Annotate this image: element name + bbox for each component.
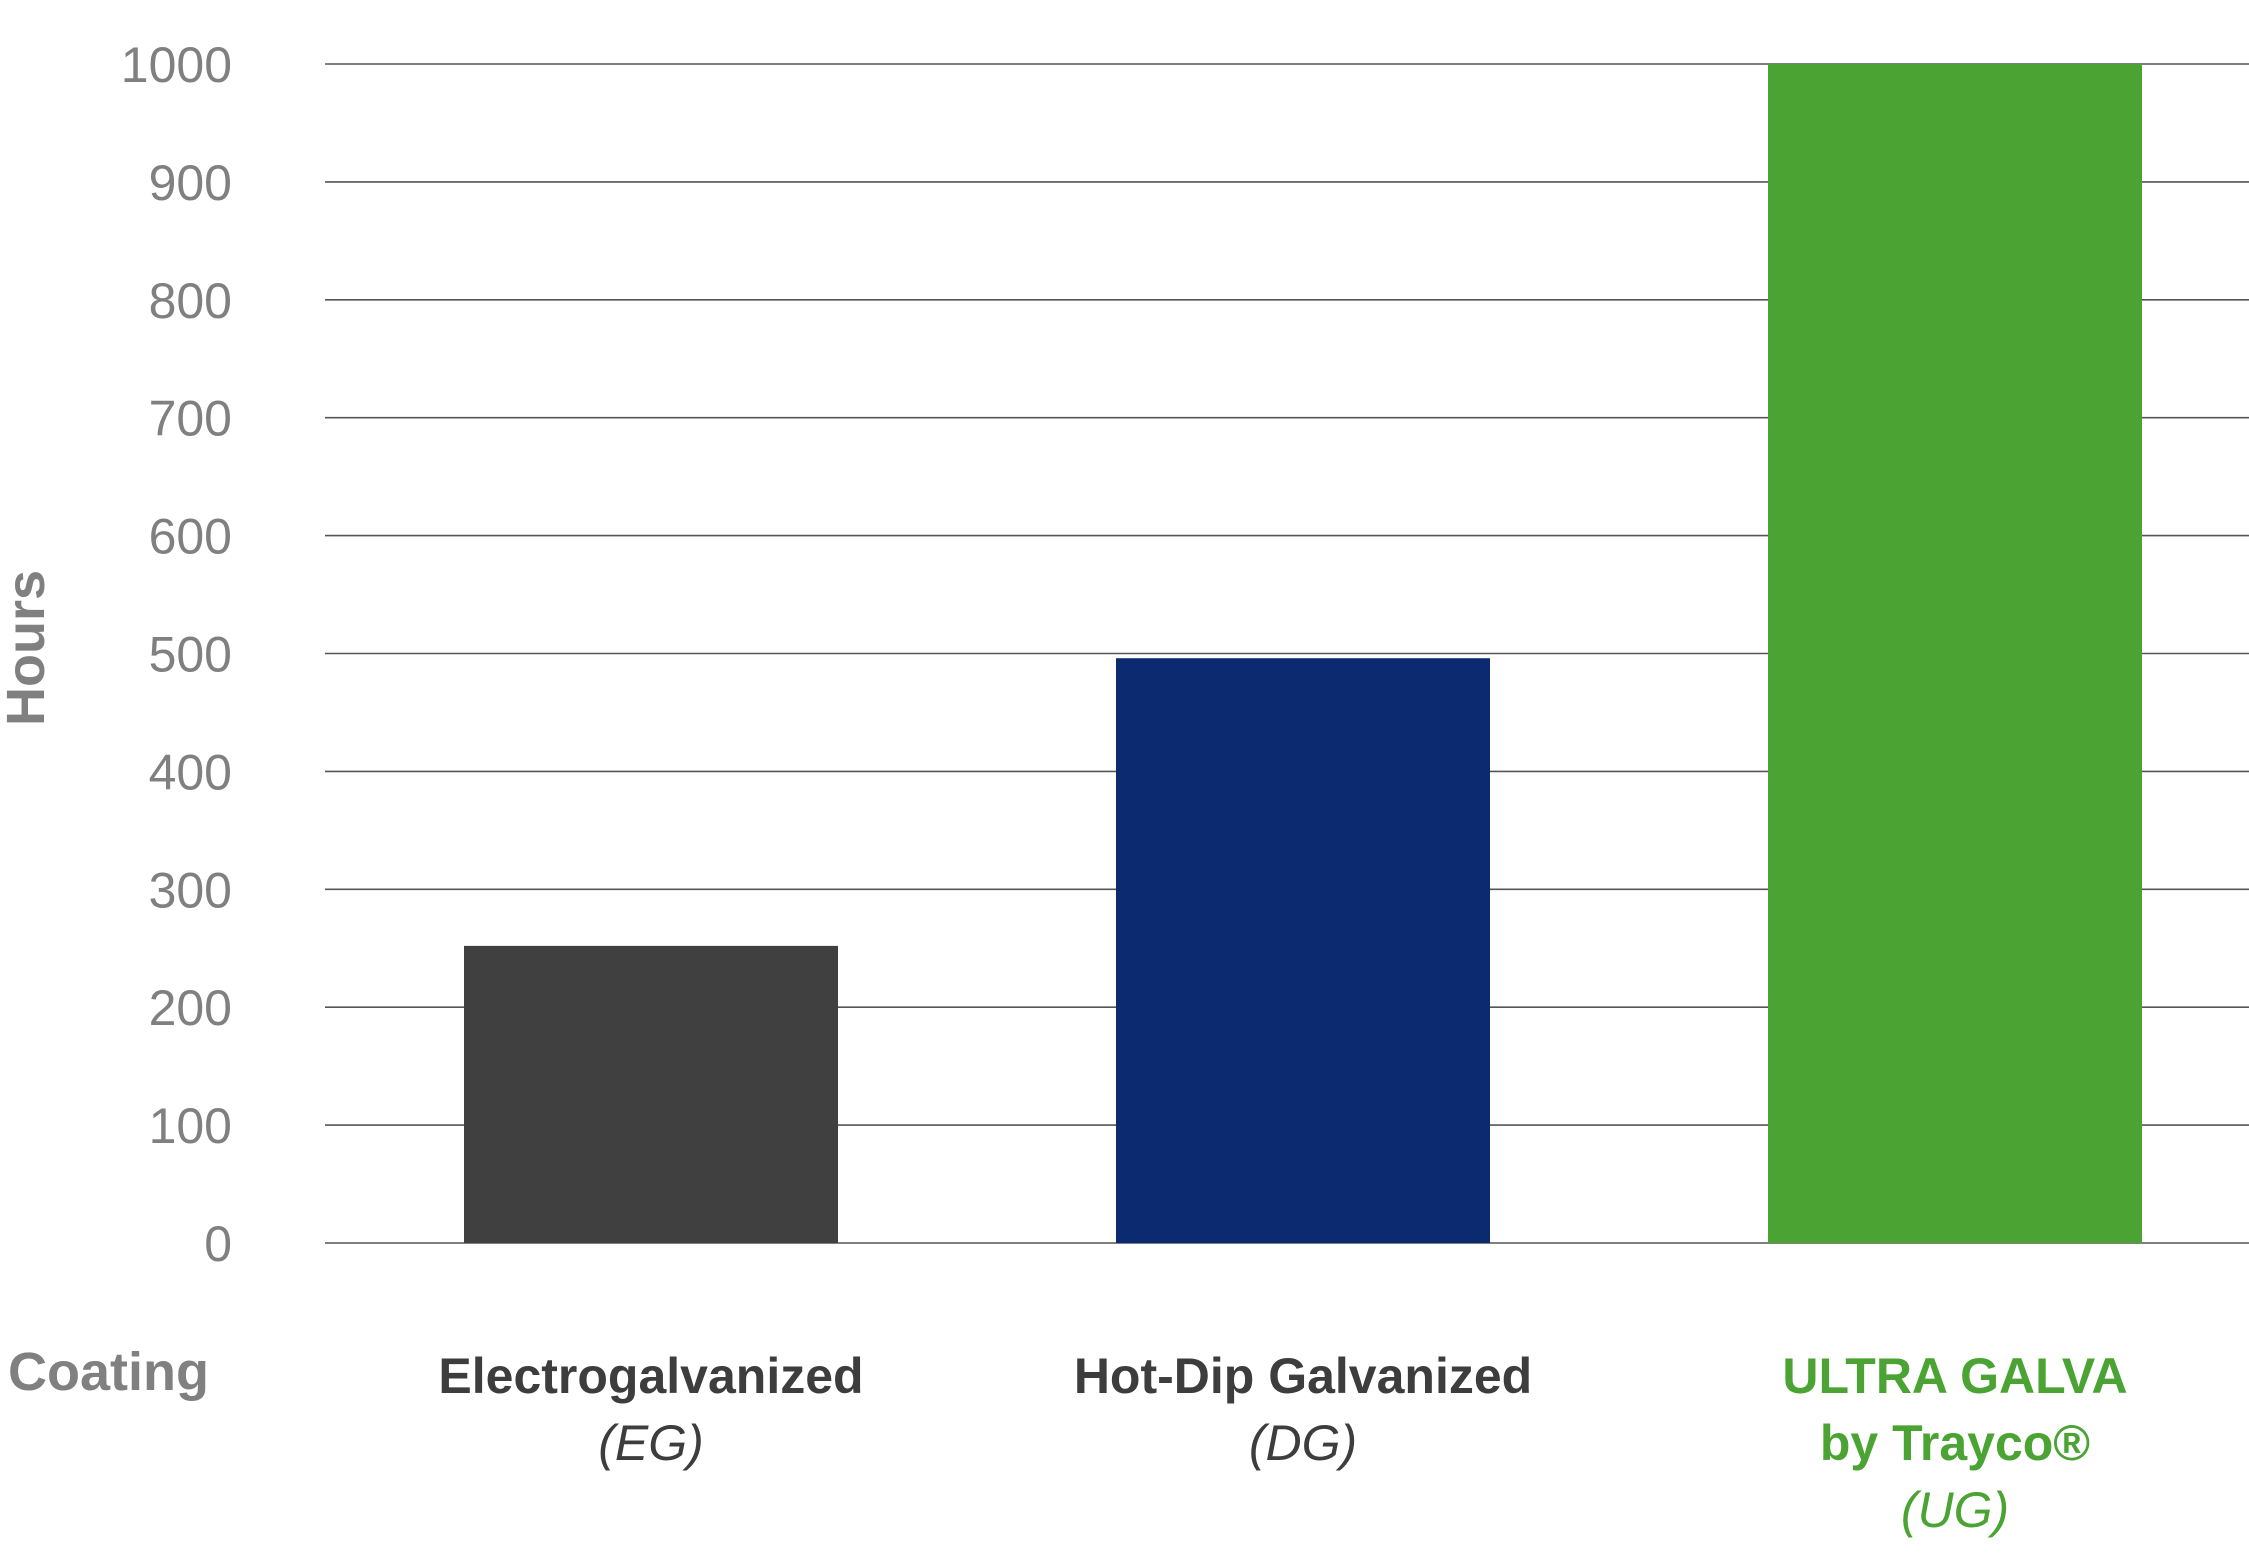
category-label: ULTRA GALVA	[1782, 1348, 2127, 1404]
y-tick-label: 1000	[121, 37, 232, 93]
y-tick-label: 700	[149, 391, 232, 447]
y-tick-label: 400	[149, 744, 232, 800]
bar	[464, 945, 838, 1243]
x-axis-title: Coating	[8, 1342, 209, 1402]
bars	[464, 64, 2142, 1243]
category-sublabel: (DG)	[1249, 1415, 1357, 1471]
y-axis-title: Hours	[0, 570, 56, 726]
y-tick-label: 500	[149, 627, 232, 683]
y-tick-label: 0	[204, 1216, 232, 1272]
y-tick-label: 300	[149, 862, 232, 918]
y-tick-label: 200	[149, 980, 232, 1036]
bar	[1768, 64, 2142, 1243]
category-label: Electrogalvanized	[438, 1348, 863, 1404]
y-tick-label: 100	[149, 1098, 232, 1154]
y-tick-label: 800	[149, 273, 232, 329]
y-axis-ticks: 0 100 200 300 400 500 600 700 800 900 1000	[121, 37, 232, 1272]
category-labels: Electrogalvanized (EG) Hot-Dip Galvanized (…	[438, 1348, 2127, 1538]
category-sublabel: (EG)	[598, 1415, 704, 1471]
category-sublabel: by Trayco®	[1820, 1415, 2090, 1471]
category-label: Hot-Dip Galvanized	[1074, 1348, 1532, 1404]
category-code: (UG)	[1901, 1482, 2009, 1538]
y-tick-label: 600	[149, 509, 232, 565]
y-tick-label: 900	[149, 155, 232, 211]
bar	[1116, 658, 1490, 1243]
